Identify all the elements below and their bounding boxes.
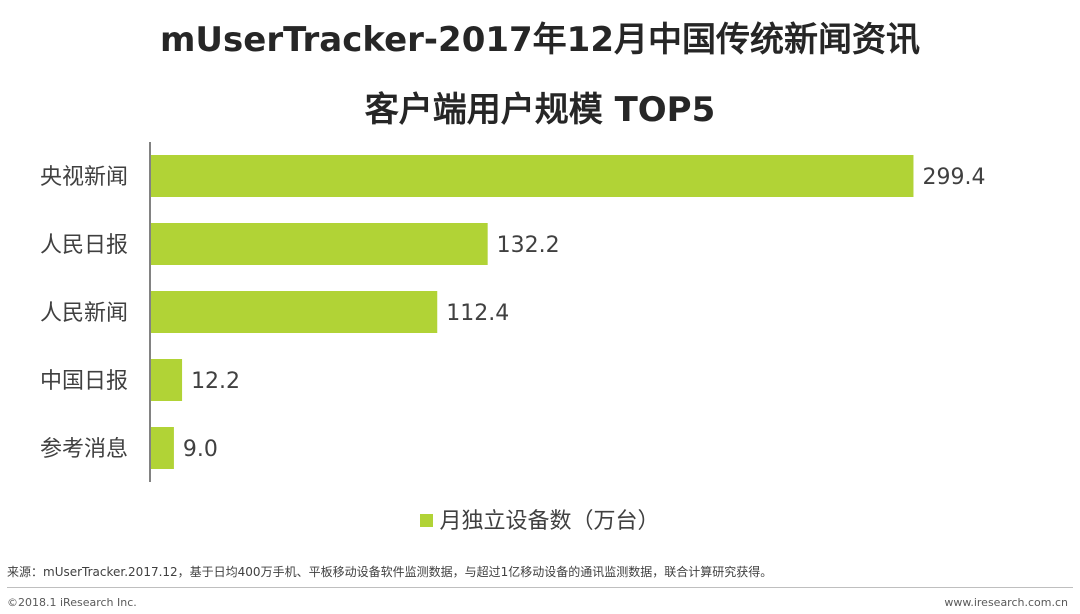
- category-label: 人民日报: [40, 233, 128, 258]
- category-label: 中国日报: [40, 369, 128, 394]
- bar: [151, 427, 174, 469]
- category-label: 人民新闻: [40, 301, 128, 326]
- category-label: 参考消息: [40, 437, 128, 462]
- footer-divider: [7, 587, 1073, 588]
- bar: [151, 223, 488, 265]
- data-label: 299.4: [922, 165, 985, 190]
- data-label: 132.2: [497, 233, 560, 258]
- data-label: 112.4: [446, 301, 509, 326]
- legend-label: 月独立设备数（万台）: [439, 509, 660, 534]
- bar: [151, 359, 183, 401]
- category-label: 央视新闻: [40, 165, 128, 190]
- website-link[interactable]: www.iresearch.com.cn: [944, 596, 1068, 609]
- data-label: 9.0: [183, 437, 218, 462]
- chart-legend: 月独立设备数（万台）: [0, 503, 1080, 535]
- legend-swatch: [420, 514, 434, 527]
- chart-title-line-2: 客户端用户规模 TOP5: [364, 90, 716, 130]
- bar: [151, 291, 438, 333]
- data-label: 12.2: [191, 369, 240, 394]
- bar: [151, 155, 914, 197]
- copyright-text: ©2018.1 iResearch Inc.: [7, 596, 137, 609]
- bar-chart: 央视新闻 299.4 人民日报 132.2 人民新闻 112.4 中国日报 12.2 参考消息 9…: [40, 142, 985, 482]
- chart-title-line-1: mUserTracker-2017年12月中国传统新闻资讯: [159, 20, 920, 60]
- source-footnote: 来源：mUserTracker.2017.12，基于日均400万手机、平板移动设…: [7, 565, 773, 579]
